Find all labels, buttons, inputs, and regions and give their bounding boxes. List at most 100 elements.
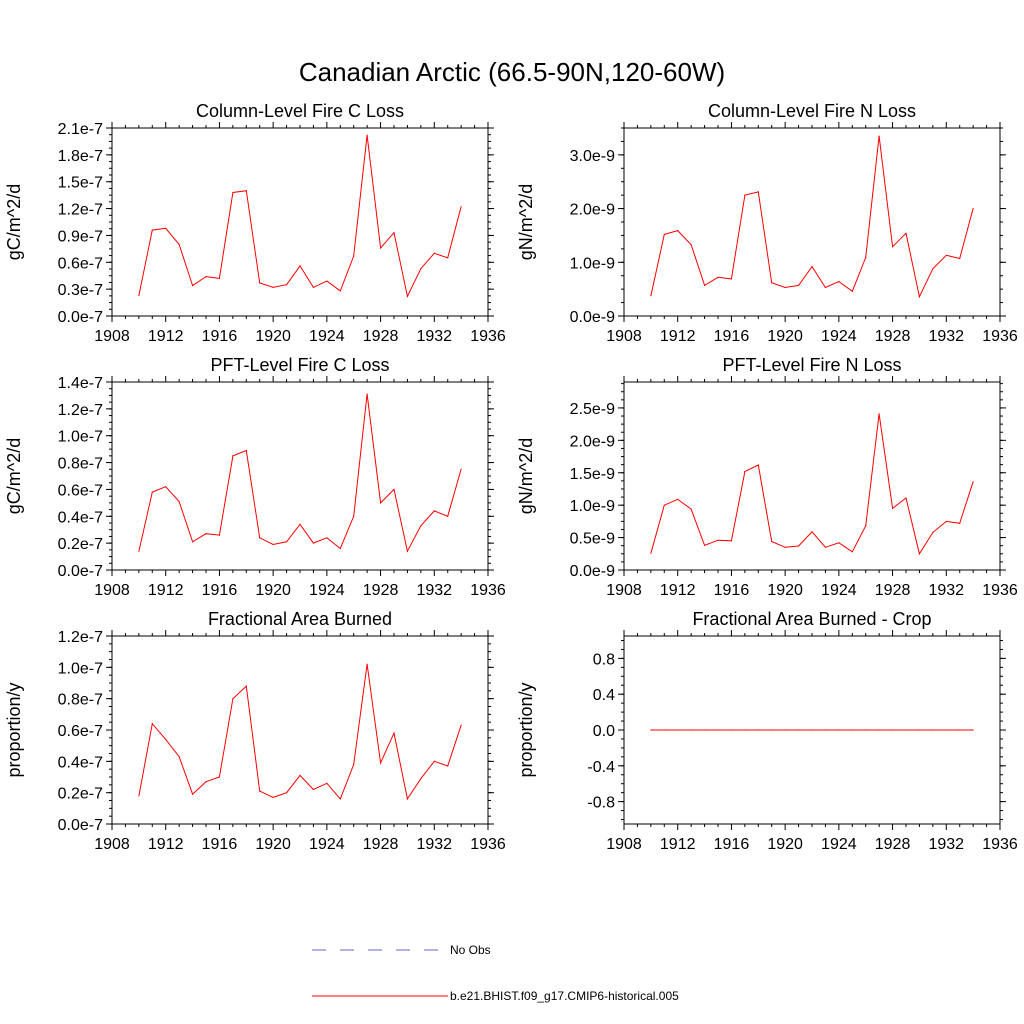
y-tick-label: 1.5e-9 xyxy=(570,466,615,483)
data-point xyxy=(892,507,894,509)
x-tick-label: 1928 xyxy=(363,328,399,345)
data-point xyxy=(178,243,180,245)
data-point xyxy=(757,729,759,731)
x-tick-label: 1932 xyxy=(928,836,964,853)
data-point xyxy=(312,542,314,544)
data-point xyxy=(905,497,907,499)
plot-frame xyxy=(623,127,1001,317)
data-point xyxy=(650,552,652,554)
x-tick-label: 1920 xyxy=(767,582,803,599)
data-point xyxy=(798,545,800,547)
data-point xyxy=(339,798,341,800)
y-tick-label: 0.6e-7 xyxy=(58,255,103,272)
data-point xyxy=(704,729,706,731)
data-point xyxy=(339,290,341,292)
y-tick-label: 1.0e-7 xyxy=(58,429,103,446)
data-point xyxy=(663,504,665,506)
data-point xyxy=(192,793,194,795)
data-point xyxy=(690,244,692,246)
data-point xyxy=(757,464,759,466)
y-tick-label: -0.4 xyxy=(587,759,615,776)
data-point xyxy=(918,296,921,298)
data-point xyxy=(757,191,759,193)
data-point xyxy=(286,541,288,543)
x-tick-label: 1912 xyxy=(660,582,696,599)
data-point xyxy=(798,284,800,286)
x-tick-label: 1920 xyxy=(255,328,291,345)
chart-title: Column-Level Fire N Loss xyxy=(708,101,916,121)
data-point xyxy=(717,729,719,731)
data-point xyxy=(851,729,853,731)
y-axis-label: proportion/y xyxy=(516,682,536,777)
x-tick-label: 1932 xyxy=(928,582,964,599)
legend-model-label: b.e21.BHIST.f09_g17.CMIP6-historical.005 xyxy=(450,989,679,1003)
data-point xyxy=(838,729,840,731)
series-line xyxy=(138,135,462,298)
y-tick-label: 2.0e-9 xyxy=(570,433,615,450)
x-tick-label: 1924 xyxy=(821,582,857,599)
data-point xyxy=(677,729,679,731)
x-tick-label: 1916 xyxy=(202,328,238,345)
y-axis-label: gC/m^2/d xyxy=(4,438,24,514)
y-tick-label: 0.9e-7 xyxy=(58,228,103,245)
y-tick-label: 1.2e-7 xyxy=(58,629,103,646)
y-tick-label: 0.6e-7 xyxy=(58,482,103,499)
data-point xyxy=(138,550,140,552)
data-point xyxy=(690,729,692,731)
data-point xyxy=(704,284,706,286)
y-tick-label: 1.0e-9 xyxy=(570,255,615,272)
data-point xyxy=(232,698,234,700)
data-point xyxy=(339,547,341,550)
legend-obs-label: No Obs xyxy=(450,943,491,957)
data-point xyxy=(865,729,867,731)
data-point xyxy=(286,284,288,286)
data-point xyxy=(245,685,247,687)
data-point xyxy=(299,523,301,525)
x-tick-label: 1908 xyxy=(606,836,642,853)
y-tick-label: 3.0e-9 xyxy=(570,148,615,165)
x-tick-label: 1928 xyxy=(875,328,911,345)
y-tick-label: 0.4 xyxy=(593,687,615,704)
data-point xyxy=(393,232,395,234)
data-point xyxy=(918,553,921,555)
x-tick-label: 1916 xyxy=(202,836,238,853)
y-tick-label: 0.0e-9 xyxy=(570,309,615,326)
x-tick-label: 1932 xyxy=(928,328,964,345)
data-point xyxy=(393,732,395,734)
x-tick-label: 1916 xyxy=(714,836,750,853)
data-point xyxy=(824,729,827,731)
data-point xyxy=(650,729,652,731)
data-point xyxy=(218,277,220,279)
chart-title: Column-Level Fire C Loss xyxy=(196,101,404,121)
plot-frame xyxy=(623,381,1001,571)
data-point xyxy=(165,486,167,488)
data-point xyxy=(353,763,355,766)
data-point xyxy=(178,756,180,758)
y-tick-label: 1.5e-7 xyxy=(58,175,103,192)
data-point xyxy=(704,544,706,547)
y-axis-label: proportion/y xyxy=(4,682,24,777)
series-line xyxy=(650,136,974,299)
data-point xyxy=(677,498,679,500)
data-point xyxy=(460,468,462,470)
x-tick-label: 1936 xyxy=(470,836,506,853)
x-tick-label: 1932 xyxy=(416,328,452,345)
y-tick-label: 1.4e-7 xyxy=(58,375,103,392)
data-point xyxy=(730,278,733,280)
data-point xyxy=(932,729,934,731)
chart-title: Fractional Area Burned - Crop xyxy=(692,609,931,629)
data-point xyxy=(447,257,449,259)
data-point xyxy=(945,520,947,523)
y-tick-label: 1.2e-7 xyxy=(58,202,103,219)
x-tick-label: 1912 xyxy=(148,328,184,345)
y-tick-label: 0.8e-7 xyxy=(58,456,103,473)
data-point xyxy=(811,266,813,268)
x-tick-label: 1932 xyxy=(416,836,452,853)
x-tick-label: 1912 xyxy=(660,328,696,345)
data-point xyxy=(878,729,880,731)
y-tick-label: 0.0 xyxy=(593,723,615,740)
data-point xyxy=(865,256,867,259)
chart-panel: 1908 1912 1916 1920 1924 1928 1932 1936 0.0e-9 1.… xyxy=(516,101,1018,345)
data-point xyxy=(433,510,435,512)
data-point xyxy=(851,551,853,553)
